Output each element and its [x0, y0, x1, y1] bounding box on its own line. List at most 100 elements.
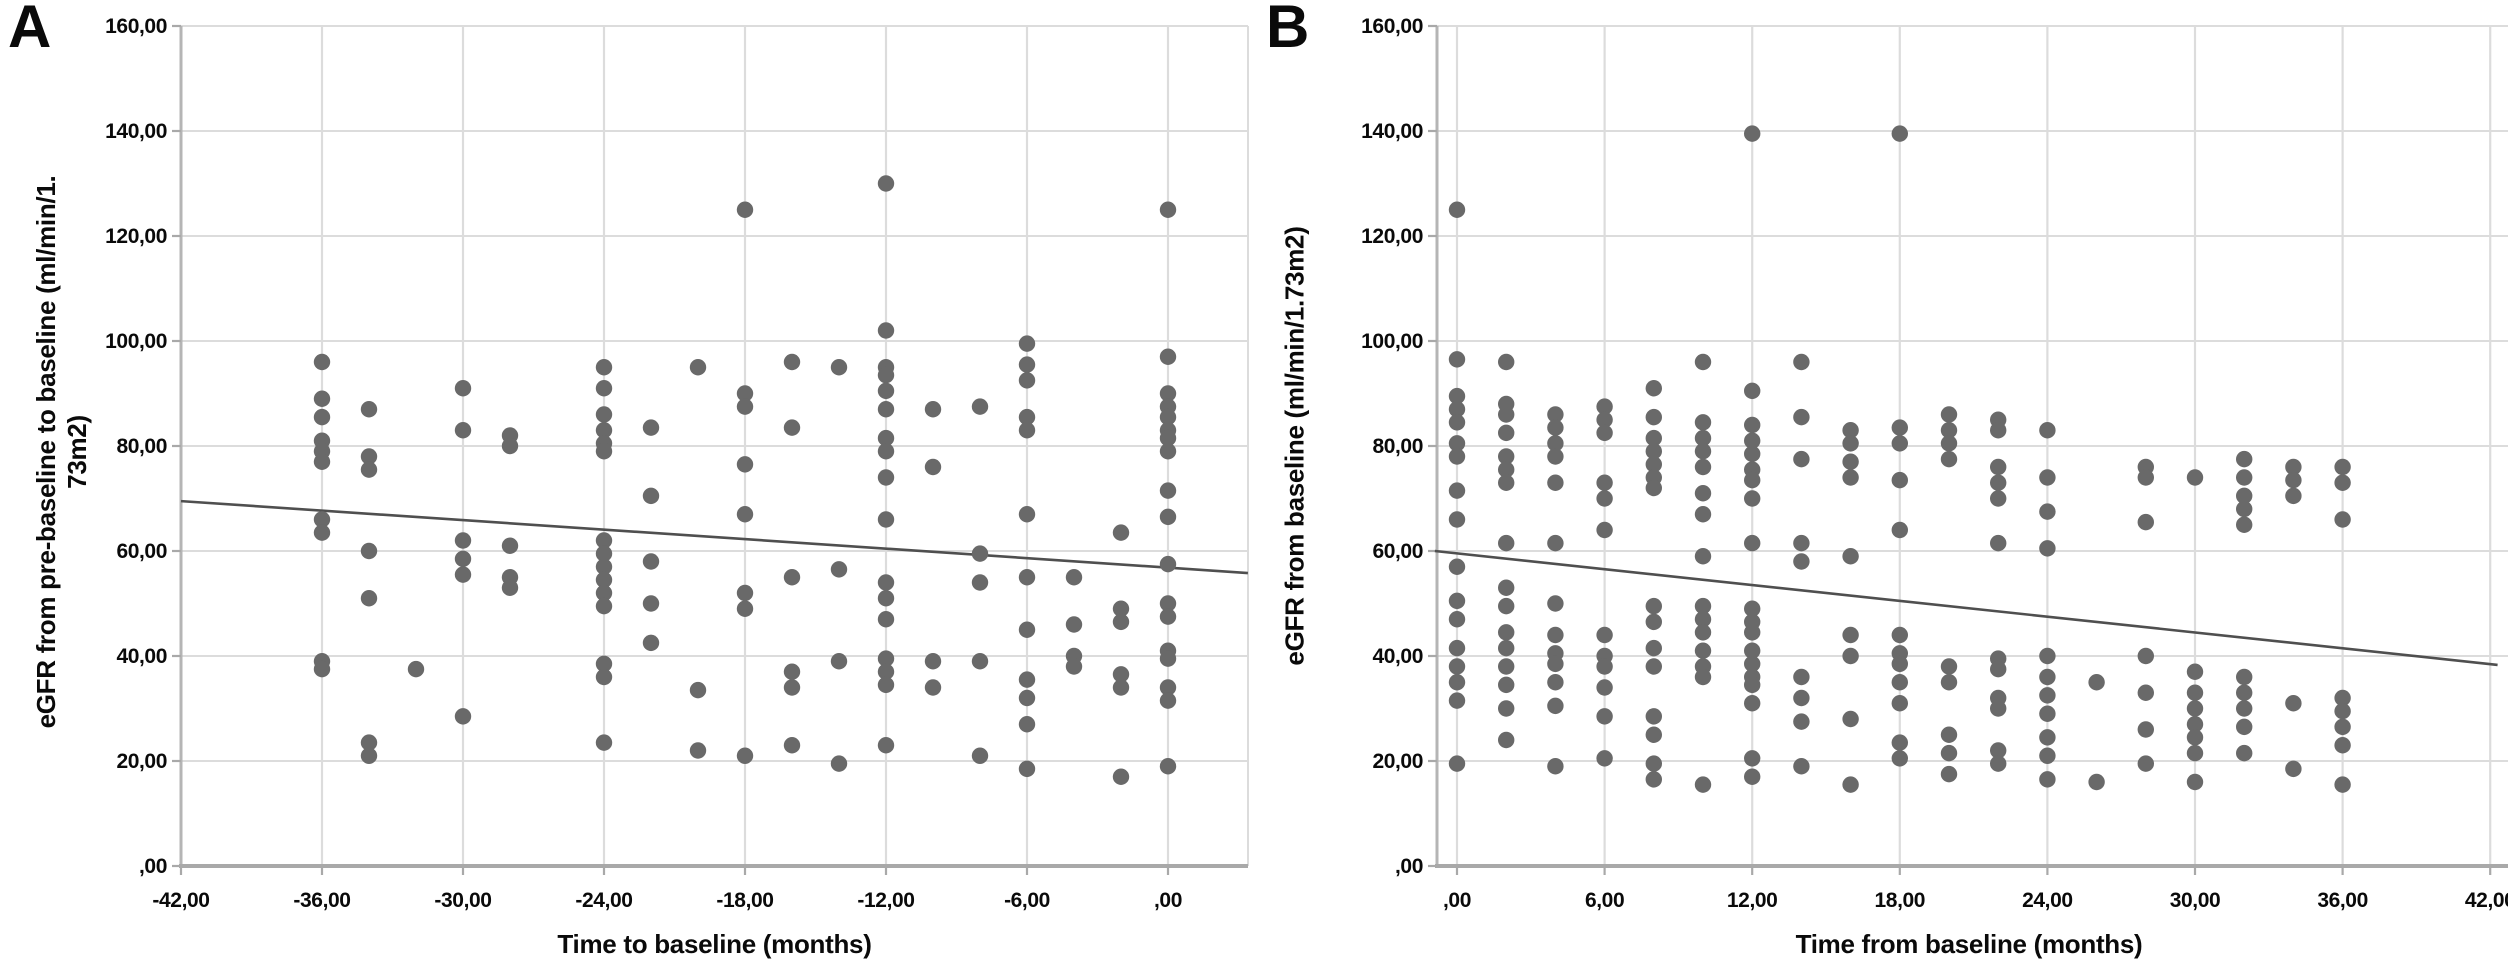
- data-point: [1547, 697, 1564, 715]
- data-point: [2186, 469, 2204, 486]
- data-point: [1793, 668, 1810, 686]
- data-point: [1990, 742, 2007, 759]
- data-point: [1842, 548, 1859, 565]
- data-point: [1498, 474, 1515, 491]
- data-point: [2039, 469, 2056, 486]
- data-point: [2285, 695, 2302, 712]
- data-point: [595, 584, 613, 602]
- data-point: [1744, 445, 1761, 463]
- data-point: [1990, 474, 2007, 491]
- data-point: [1940, 726, 1958, 743]
- data-point: [595, 734, 613, 751]
- data-point: [2039, 687, 2056, 704]
- data-point: [1448, 201, 1466, 218]
- data-point: [1498, 406, 1515, 423]
- data-point: [1842, 469, 1859, 486]
- x-tick-label: 24,00: [2022, 889, 2073, 912]
- data-point: [1112, 679, 1130, 696]
- x-tick-label: -30,00: [434, 889, 491, 912]
- data-point: [1498, 700, 1515, 717]
- data-point: [1498, 597, 1515, 615]
- data-point: [595, 422, 613, 439]
- data-point: [1448, 448, 1466, 465]
- data-point: [313, 524, 331, 541]
- data-point: [1498, 353, 1515, 371]
- y-axis-title-panel-a: eGFR from pre-baseline to baseline (ml/m…: [31, 176, 93, 729]
- data-point: [1645, 456, 1663, 473]
- data-point: [2137, 684, 2154, 701]
- data-point: [877, 737, 895, 754]
- data-point: [877, 429, 895, 447]
- data-point: [1018, 506, 1036, 523]
- data-point: [595, 558, 613, 575]
- data-point: [2137, 721, 2154, 738]
- data-point: [1793, 553, 1810, 570]
- data-point: [1891, 695, 1909, 712]
- data-point: [1694, 443, 1712, 460]
- y-tick-label: 60,00: [116, 540, 167, 563]
- data-point: [595, 668, 613, 686]
- data-point: [1065, 569, 1083, 586]
- x-tick-label: -36,00: [293, 889, 350, 912]
- data-point: [2186, 744, 2204, 762]
- panel-b-label: B: [1266, 0, 1309, 60]
- data-point: [1645, 726, 1663, 743]
- data-point: [2334, 511, 2351, 528]
- data-point: [1547, 595, 1564, 612]
- data-point: [1547, 674, 1564, 691]
- data-point: [1596, 521, 1613, 539]
- data-point: [1448, 658, 1466, 675]
- data-point: [736, 600, 754, 617]
- data-point: [1891, 626, 1909, 644]
- data-point: [1159, 679, 1177, 696]
- data-point: [642, 487, 660, 505]
- data-point: [1744, 642, 1761, 659]
- data-point: [1842, 422, 1859, 439]
- x-tick-label: 18,00: [1875, 889, 1926, 912]
- data-point: [971, 574, 989, 591]
- data-point: [1065, 658, 1083, 675]
- data-point: [2039, 705, 2056, 722]
- data-point: [1159, 555, 1177, 573]
- data-point: [501, 437, 519, 455]
- y-tick-label: 160,00: [1361, 15, 1423, 38]
- y-axis-title-a-line1: eGFR from pre-baseline to baseline (ml/m…: [31, 175, 61, 729]
- data-point: [642, 553, 660, 570]
- data-point: [1448, 692, 1466, 709]
- data-point: [924, 401, 942, 418]
- data-point: [1940, 422, 1958, 439]
- data-point: [1448, 387, 1466, 405]
- data-point: [1694, 458, 1712, 476]
- x-tick-label: ,00: [1154, 889, 1182, 912]
- data-point: [1645, 597, 1663, 615]
- data-point: [2285, 487, 2302, 505]
- data-point: [1448, 401, 1466, 418]
- data-point: [1694, 668, 1712, 686]
- data-point: [1498, 676, 1515, 694]
- data-point: [1694, 597, 1712, 615]
- data-point: [1065, 616, 1083, 633]
- data-point: [1694, 414, 1712, 431]
- data-point: [1940, 435, 1958, 452]
- data-point: [1744, 750, 1761, 767]
- data-point: [1018, 621, 1036, 638]
- data-point: [1940, 450, 1958, 468]
- data-point: [2137, 647, 2154, 665]
- data-point: [1645, 429, 1663, 447]
- data-point: [595, 597, 613, 615]
- data-point: [1645, 408, 1663, 426]
- data-point: [1842, 776, 1859, 793]
- data-point: [1940, 674, 1958, 691]
- data-point: [360, 461, 378, 478]
- y-tick-label: 20,00: [116, 750, 167, 773]
- y-tick-label: 140,00: [105, 120, 167, 143]
- data-point: [2334, 474, 2351, 491]
- y-tick-label: 60,00: [1372, 540, 1423, 563]
- data-point: [1842, 710, 1859, 728]
- data-point: [1645, 755, 1663, 772]
- data-point: [736, 385, 754, 402]
- data-point: [2088, 674, 2105, 691]
- data-point: [1448, 592, 1466, 610]
- data-point: [1498, 534, 1515, 552]
- data-point: [783, 569, 801, 586]
